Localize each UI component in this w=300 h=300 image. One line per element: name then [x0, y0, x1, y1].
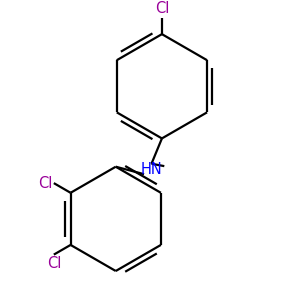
Text: HN: HN: [141, 162, 163, 177]
Text: Cl: Cl: [46, 256, 61, 271]
Text: Cl: Cl: [155, 1, 169, 16]
Text: Cl: Cl: [38, 176, 52, 190]
